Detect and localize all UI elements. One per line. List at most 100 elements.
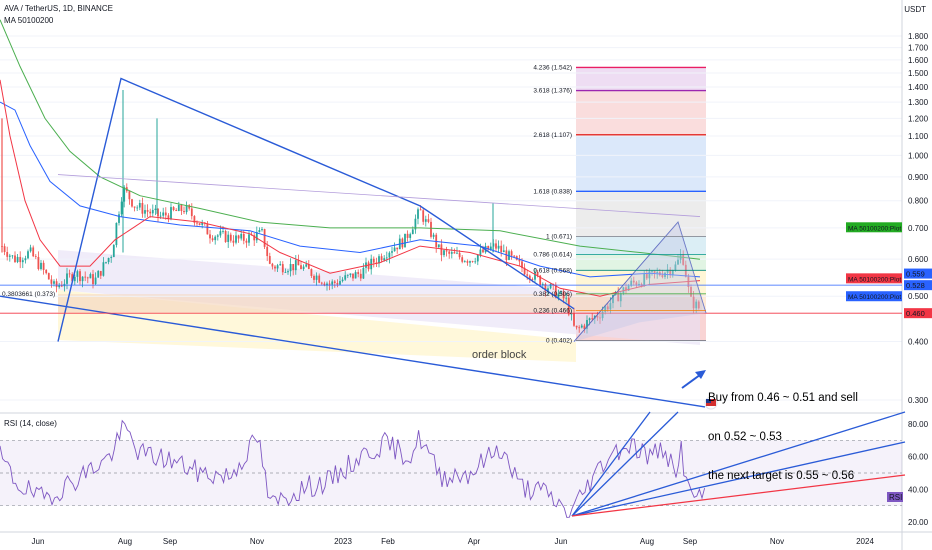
candle-body bbox=[151, 209, 154, 214]
candle-body bbox=[185, 205, 188, 213]
rsi-fan-line bbox=[571, 411, 651, 517]
candle-body bbox=[609, 303, 612, 310]
rsi-fan-line bbox=[571, 411, 679, 517]
candle-body bbox=[222, 230, 224, 232]
candle-body bbox=[440, 244, 443, 256]
candle-body bbox=[378, 256, 380, 264]
y-tick-label: 0.600 bbox=[908, 255, 929, 264]
candle-body bbox=[588, 318, 591, 321]
candle-body bbox=[648, 271, 651, 279]
fib-label: 0.786 (0.614) bbox=[533, 251, 572, 258]
candle-body bbox=[263, 229, 266, 247]
candle-body bbox=[463, 261, 466, 262]
candle-body bbox=[287, 271, 289, 273]
candle-body bbox=[211, 238, 214, 241]
candle-body bbox=[6, 251, 9, 257]
candle-body bbox=[53, 281, 55, 284]
candle-body bbox=[456, 252, 458, 254]
candle-body bbox=[627, 285, 630, 291]
candle-body bbox=[518, 259, 521, 262]
candle-body bbox=[209, 234, 211, 239]
x-tick-label: 2024 bbox=[856, 537, 874, 546]
candle-body bbox=[242, 233, 245, 241]
candle-body bbox=[372, 258, 375, 263]
ma-red-line bbox=[0, 79, 701, 297]
candle-body bbox=[240, 233, 243, 239]
candle-body bbox=[606, 306, 609, 310]
candle-body bbox=[617, 291, 620, 302]
candle-body bbox=[531, 279, 534, 281]
rsi-badge-label: RSI bbox=[889, 493, 902, 502]
candle-body bbox=[391, 251, 393, 253]
candle-body bbox=[266, 246, 269, 257]
candle-body bbox=[544, 283, 547, 291]
candle-body bbox=[8, 255, 11, 257]
candle-body bbox=[557, 293, 560, 298]
fib-zone bbox=[576, 191, 706, 237]
candle-body bbox=[362, 267, 365, 279]
candle-body bbox=[541, 283, 544, 286]
candle-body bbox=[562, 291, 565, 299]
fib-label: 4.236 (1.542) bbox=[533, 64, 572, 71]
projection-arrowhead bbox=[695, 370, 706, 379]
x-tick-label: Sep bbox=[163, 537, 178, 546]
candle-body bbox=[107, 257, 110, 263]
rsi-fan-line bbox=[571, 411, 906, 517]
candle-body bbox=[671, 270, 674, 275]
candle-body bbox=[326, 283, 328, 286]
candle-body bbox=[666, 269, 669, 273]
candle-body bbox=[547, 288, 549, 291]
candle-body bbox=[86, 277, 89, 279]
candle-body bbox=[583, 325, 586, 329]
candle-body bbox=[682, 254, 685, 265]
candle-body bbox=[341, 279, 344, 282]
candle-body bbox=[528, 275, 531, 280]
candle-body bbox=[409, 234, 412, 238]
candle-body bbox=[37, 256, 40, 270]
fib-label: 0.382 (0.506) bbox=[533, 291, 572, 298]
candle-body bbox=[255, 232, 258, 241]
candle-body bbox=[71, 274, 74, 282]
candle-body bbox=[115, 222, 118, 246]
candle-body bbox=[380, 256, 383, 261]
y-tick-label: 0.900 bbox=[908, 173, 929, 182]
clipped-fib-label: 0.3803661 (0.373) bbox=[2, 291, 55, 298]
x-tick-label: 2023 bbox=[334, 537, 352, 546]
candle-body bbox=[19, 256, 22, 263]
x-tick-label: Jun bbox=[32, 537, 45, 546]
fib-label: 0.236 (0.466) bbox=[533, 308, 572, 315]
candle-body bbox=[435, 234, 438, 248]
candle-body bbox=[638, 283, 640, 286]
candle-body bbox=[245, 240, 248, 243]
candle-body bbox=[40, 262, 42, 270]
candle-body bbox=[123, 187, 126, 202]
swing-zone bbox=[575, 222, 706, 342]
candle-body bbox=[653, 271, 656, 274]
candle-body bbox=[172, 207, 175, 211]
candle-body bbox=[196, 222, 198, 224]
candle-body bbox=[419, 209, 422, 211]
candle-body bbox=[482, 249, 484, 253]
candle-body bbox=[692, 296, 695, 309]
rsi-fan-line bbox=[571, 441, 906, 517]
candle-body bbox=[136, 207, 139, 209]
candle-body bbox=[521, 261, 523, 268]
candle-body bbox=[427, 219, 430, 222]
candle-body bbox=[58, 285, 61, 288]
ma-green-line bbox=[0, 19, 701, 260]
candle-body bbox=[133, 206, 136, 208]
fib-label: 0 (0.402) bbox=[546, 338, 572, 345]
candle-body bbox=[68, 273, 71, 275]
candle-body bbox=[471, 261, 474, 262]
rsi-tick-label: 80.00 bbox=[908, 420, 929, 429]
y-tick-label: 0.500 bbox=[908, 292, 929, 301]
candle-body bbox=[619, 293, 622, 302]
candle-body bbox=[27, 251, 29, 259]
x-tick-label: Aug bbox=[118, 537, 132, 546]
candle-body bbox=[141, 203, 144, 214]
candle-body bbox=[323, 283, 326, 286]
candle-body bbox=[586, 320, 588, 329]
candle-body bbox=[664, 272, 666, 278]
candle-body bbox=[580, 325, 583, 328]
